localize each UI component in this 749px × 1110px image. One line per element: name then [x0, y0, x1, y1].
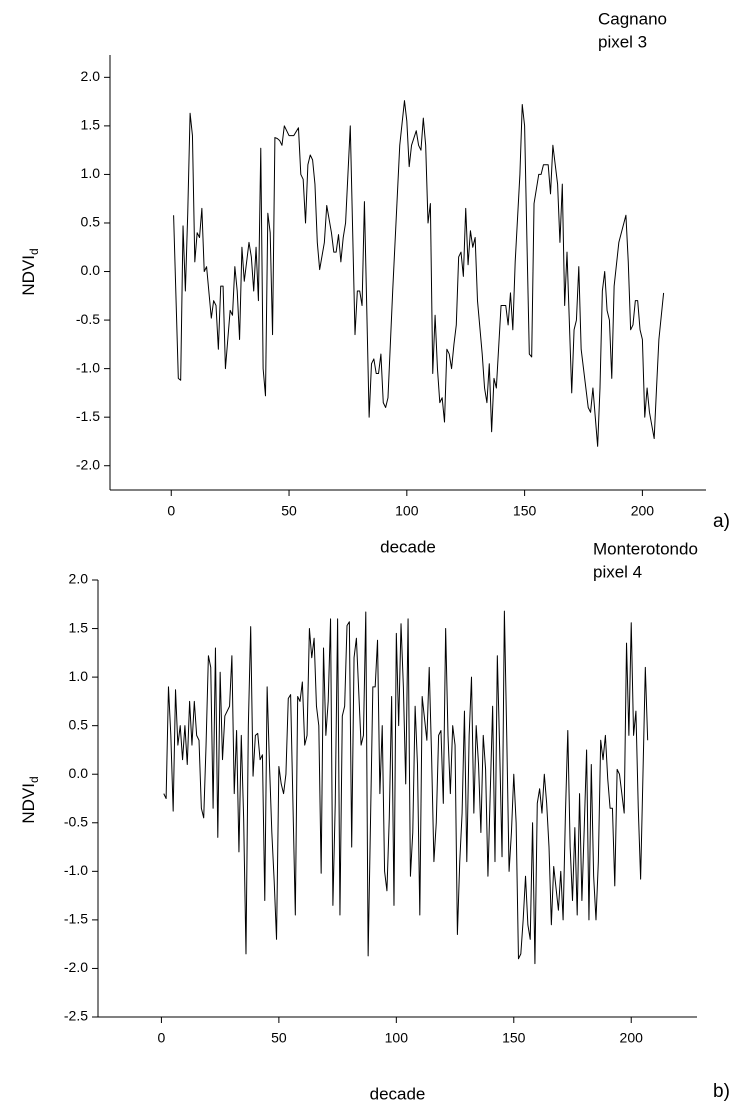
x-tick-label: 100: [395, 503, 419, 519]
x-axis-label: decade: [370, 1084, 426, 1103]
panel-label: b): [713, 1081, 730, 1102]
y-tick-label: 0.0: [69, 765, 89, 781]
x-tick-label: 100: [385, 1030, 409, 1046]
x-tick-label: 0: [158, 1030, 166, 1046]
y-tick-label: 0.5: [69, 716, 89, 732]
annotation: Monterotondo: [593, 539, 698, 558]
y-tick-label: 1.0: [69, 668, 89, 684]
y-tick-label: -2.0: [64, 959, 88, 975]
y-tick-label: -1.5: [76, 408, 100, 424]
x-tick-label: 50: [281, 503, 297, 519]
y-axis-label: NDVId: [19, 776, 41, 823]
annotation: pixel 3: [598, 32, 647, 51]
annotation: pixel 4: [593, 562, 642, 581]
x-tick-label: 150: [502, 1030, 526, 1046]
x-tick-label: 200: [620, 1030, 644, 1046]
y-label-sub: d: [27, 248, 41, 255]
panel-label: a): [713, 511, 730, 532]
y-tick-label: -2.0: [76, 456, 100, 472]
y-label-main: NDVI: [19, 255, 38, 296]
y-tick-label: -1.0: [76, 359, 100, 375]
y-label-main: NDVI: [19, 783, 38, 824]
x-tick-label: 200: [631, 503, 655, 519]
y-tick-label: 1.0: [81, 165, 101, 181]
annotation: Cagnano: [598, 9, 667, 28]
x-tick-label: 150: [513, 503, 537, 519]
x-axis-label: decade: [380, 537, 436, 556]
data-line: [163, 610, 649, 965]
y-tick-label: 1.5: [69, 619, 89, 635]
y-tick-label: -1.0: [64, 862, 88, 878]
x-tick-label: 50: [271, 1030, 287, 1046]
y-tick-label: -0.5: [76, 311, 100, 327]
y-label-sub: d: [27, 776, 41, 783]
y-tick-label: 0.0: [81, 262, 101, 278]
y-tick-label: 2.0: [69, 571, 89, 587]
y-axis-label: NDVId: [19, 248, 41, 295]
x-tick-label: 0: [167, 503, 175, 519]
y-tick-label: 1.5: [81, 117, 101, 133]
data-line: [173, 100, 665, 447]
y-tick-label: -0.5: [64, 813, 88, 829]
y-tick-label: -2.5: [64, 1008, 88, 1024]
y-tick-label: 0.5: [81, 214, 101, 230]
y-tick-label: 2.0: [81, 68, 101, 84]
y-tick-label: -1.5: [64, 911, 88, 927]
